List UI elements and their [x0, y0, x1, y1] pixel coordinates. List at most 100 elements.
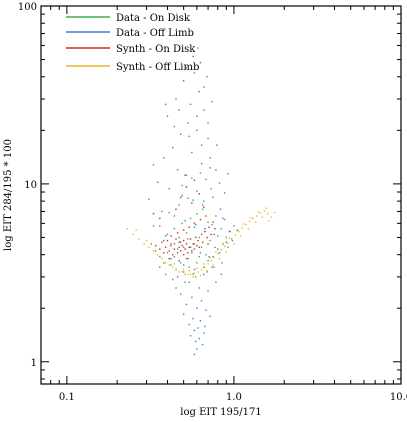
data-point [270, 216, 273, 218]
data-point [178, 271, 180, 273]
data-point [206, 270, 208, 272]
data-point [188, 135, 190, 138]
data-point [152, 225, 155, 227]
data-point [176, 248, 179, 250]
data-point [220, 249, 222, 251]
data-point [192, 317, 194, 320]
data-point [197, 239, 199, 242]
data-point [222, 217, 224, 220]
data-point [168, 187, 170, 190]
data-point [238, 230, 240, 233]
data-point [215, 169, 217, 171]
data-point [182, 264, 185, 266]
data-point [199, 252, 202, 254]
data-point [259, 212, 262, 214]
data-point [152, 250, 155, 252]
data-point [172, 278, 174, 281]
data-point [207, 243, 209, 245]
legend-label-data-off-limb: Data - Off Limb [116, 28, 194, 39]
data-point [178, 236, 180, 239]
data-point [203, 332, 205, 334]
data-point [152, 164, 155, 166]
data-point [193, 353, 196, 356]
data-point [189, 335, 192, 337]
data-point [215, 215, 217, 217]
data-point [203, 206, 205, 208]
data-point [213, 256, 215, 259]
data-point [199, 172, 202, 174]
data-point [216, 144, 218, 146]
data-point [220, 273, 222, 276]
data-point [138, 238, 140, 240]
data-point [205, 178, 207, 181]
data-point [173, 255, 176, 258]
data-point [204, 227, 206, 230]
data-point [268, 220, 270, 222]
data-point [228, 237, 231, 239]
data-point [187, 122, 189, 124]
data-point [154, 244, 157, 247]
data-point [192, 243, 194, 245]
data-point [193, 329, 196, 332]
data-point [179, 133, 182, 135]
data-point [184, 248, 186, 250]
data-point [252, 217, 254, 220]
data-point [196, 190, 198, 192]
x-tick-label: 0.1 [59, 392, 75, 403]
data-point [193, 179, 196, 181]
data-point [185, 257, 188, 260]
data-point [212, 196, 214, 199]
data-point [126, 227, 129, 230]
data-point [211, 223, 213, 226]
data-point [189, 217, 192, 220]
data-point [205, 309, 207, 311]
data-point [215, 281, 217, 283]
data-point [159, 248, 161, 250]
data-point [198, 246, 200, 249]
data-point [194, 223, 197, 226]
data-point [132, 233, 135, 236]
data-point [208, 226, 210, 229]
data-point [148, 246, 150, 249]
data-point [182, 253, 185, 256]
data-point [257, 211, 260, 213]
data-point [173, 215, 176, 217]
data-point [236, 229, 239, 231]
data-point [198, 193, 200, 195]
legend-label-data-on-disk: Data - On Disk [116, 13, 191, 24]
x-axis-title: log EIT 195/171 [180, 407, 261, 418]
data-point [173, 243, 176, 245]
data-point [191, 177, 193, 179]
data-point [214, 227, 216, 230]
data-point [210, 260, 212, 262]
data-point [200, 233, 203, 236]
data-point [225, 236, 227, 239]
data-point [188, 323, 190, 326]
data-point [199, 62, 202, 64]
data-point [196, 244, 198, 247]
data-point [200, 162, 203, 165]
data-point [227, 246, 229, 249]
data-point [192, 199, 194, 201]
data-point [163, 239, 165, 242]
data-point [170, 235, 172, 237]
data-point [194, 340, 197, 343]
data-point [198, 287, 200, 289]
data-point [203, 200, 205, 202]
data-point [223, 218, 226, 221]
data-point [234, 234, 237, 236]
data-point [212, 221, 214, 223]
data-point [161, 210, 163, 213]
data-point [200, 268, 203, 271]
data-point [209, 167, 211, 169]
data-point [184, 281, 186, 283]
data-point [176, 169, 179, 171]
data-point [168, 211, 170, 214]
data-point [185, 232, 188, 234]
data-point [172, 266, 174, 268]
data-point [179, 262, 182, 264]
data-point [178, 204, 180, 206]
data-point [210, 233, 212, 236]
data-point [173, 227, 176, 230]
data-point [163, 252, 165, 254]
